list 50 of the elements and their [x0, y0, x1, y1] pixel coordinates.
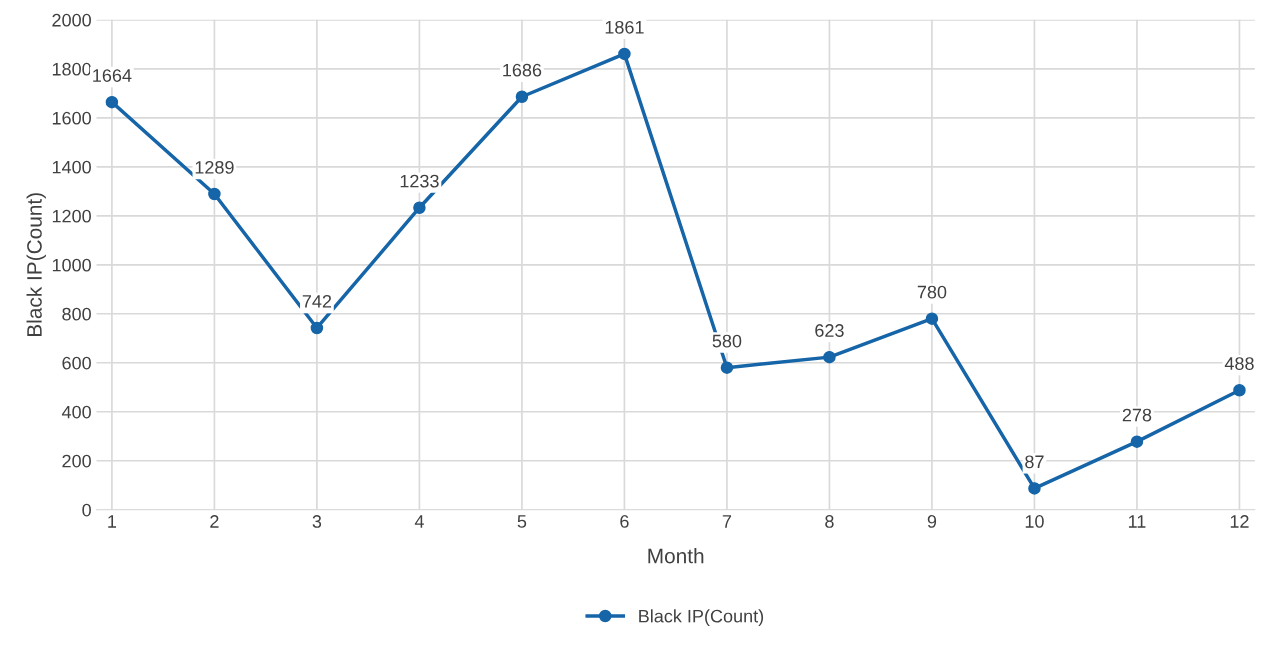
point	[618, 47, 631, 61]
point	[310, 321, 324, 335]
y-tick-label: 600	[62, 356, 91, 370]
point	[720, 361, 734, 374]
point	[515, 90, 529, 104]
y-tick-label: 2000	[52, 13, 91, 27]
data-label: 623	[815, 324, 844, 337]
y-tick-label: 1000	[52, 258, 91, 272]
point	[1233, 383, 1246, 397]
data-label: 278	[1122, 408, 1152, 422]
point	[413, 201, 426, 214]
x-tick-label: 5	[517, 515, 527, 528]
x-tick-label: 4	[414, 515, 424, 528]
y-tick-label: 800	[62, 307, 91, 321]
x-tick-label: 11	[1128, 515, 1146, 528]
point	[1028, 482, 1041, 495]
point	[925, 312, 939, 325]
data-label: 1664	[93, 69, 132, 82]
y-tick-label: 1400	[52, 160, 91, 174]
x-tick-label: 2	[210, 515, 219, 528]
data-label: 1233	[400, 174, 439, 188]
point	[105, 95, 119, 109]
x-tick-label: 12	[1230, 515, 1249, 528]
point	[1130, 435, 1144, 448]
y-tick-label: 1200	[52, 209, 91, 223]
data-label: 1289	[195, 160, 234, 174]
x-tick-label: 7	[722, 515, 732, 528]
point	[823, 350, 836, 364]
data-label: 87	[1025, 455, 1044, 469]
x-tick-label: 10	[1025, 515, 1044, 528]
x-tick-label: 9	[927, 515, 937, 528]
data-label: 742	[302, 294, 332, 308]
y-tick-label: 200	[62, 454, 91, 468]
data-label: 488	[1224, 357, 1254, 370]
x-tick-label: 1	[108, 515, 117, 528]
x-tick-label: 8	[825, 515, 834, 528]
data-label: 1861	[605, 20, 644, 34]
y-tick-label: 400	[61, 405, 91, 419]
legend-label: Black IP(Count)	[639, 609, 764, 627]
data-label: 580	[712, 334, 742, 348]
x-tick-label: 3	[312, 515, 322, 528]
y-axis-title: Black IP(Count)	[26, 193, 46, 337]
x-tick-label: 6	[620, 515, 629, 528]
y-tick-label: 0	[82, 503, 91, 517]
y-tick-label: 1800	[52, 62, 91, 76]
data-label: 1686	[503, 63, 542, 77]
point	[208, 187, 221, 201]
y-tick-label: 1600	[52, 111, 91, 125]
x-axis-title: Month	[648, 548, 704, 564]
data-label: 780	[917, 285, 947, 299]
